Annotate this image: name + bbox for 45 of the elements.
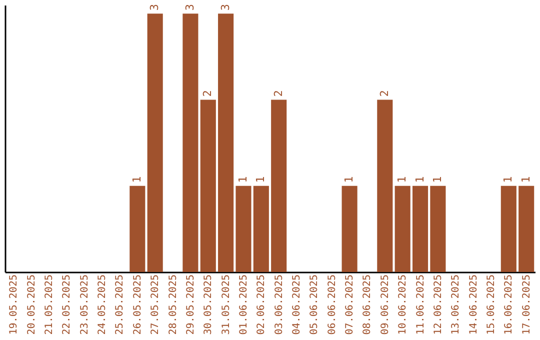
x-tick-label: 31.05.2025 bbox=[220, 274, 232, 335]
data-label: 3 bbox=[218, 4, 232, 11]
x-tick-label: 30.05.2025 bbox=[203, 274, 214, 335]
x-tick-label: 25.05.2025 bbox=[114, 274, 126, 335]
data-label: 2 bbox=[201, 90, 214, 97]
x-tick-label: 16.06.2025 bbox=[504, 274, 515, 335]
data-label: 3 bbox=[148, 4, 162, 11]
data-label: 2 bbox=[378, 90, 391, 97]
data-label: 1 bbox=[430, 176, 444, 183]
x-tick-label: 13.06.2025 bbox=[450, 274, 462, 335]
data-label: 3 bbox=[183, 4, 196, 11]
x-tick-label: 14.06.2025 bbox=[468, 274, 480, 335]
x-tick-label: 05.06.2025 bbox=[309, 274, 320, 335]
x-tick-label: 03.06.2025 bbox=[274, 274, 285, 335]
data-label: 1 bbox=[130, 176, 144, 183]
x-tick-label: 22.05.2025 bbox=[62, 274, 73, 335]
x-tick-label: 01.06.2025 bbox=[238, 274, 250, 335]
data-label: 1 bbox=[396, 176, 409, 183]
x-tick-label: 09.06.2025 bbox=[380, 274, 391, 335]
x-tick-label: 28.05.2025 bbox=[168, 274, 179, 335]
x-tick-label: 02.06.2025 bbox=[256, 274, 268, 335]
x-tick-label: 12.06.2025 bbox=[432, 274, 444, 335]
x-tick-label: 11.06.2025 bbox=[415, 274, 426, 335]
x-tick-label: 29.05.2025 bbox=[185, 274, 196, 335]
x-tick-label: 27.05.2025 bbox=[150, 274, 162, 335]
x-tick-label: 15.06.2025 bbox=[486, 274, 497, 335]
x-tick-label: 06.06.2025 bbox=[326, 274, 338, 335]
x-tick-label: 26.05.2025 bbox=[132, 274, 144, 335]
x-tick-label: 17.06.2025 bbox=[521, 274, 532, 335]
x-tick-label: 24.05.2025 bbox=[97, 274, 108, 335]
x-tick-label: 20.05.2025 bbox=[26, 274, 38, 335]
data-label: 1 bbox=[519, 176, 532, 183]
x-tick-label: 23.05.2025 bbox=[79, 274, 90, 335]
data-label: 1 bbox=[502, 176, 515, 183]
x-tick-label: 08.06.2025 bbox=[362, 274, 374, 335]
x-tick-label: 21.05.2025 bbox=[44, 274, 56, 335]
x-tick-label: 19.05.2025 bbox=[8, 274, 20, 335]
data-label: 1 bbox=[342, 176, 356, 183]
x-tick-label: 04.06.2025 bbox=[292, 274, 303, 335]
data-label: 1 bbox=[413, 176, 426, 183]
x-tick-label: 10.06.2025 bbox=[398, 274, 409, 335]
data-label: 1 bbox=[254, 176, 268, 183]
x-tick-label: 07.06.2025 bbox=[344, 274, 356, 335]
data-label: 2 bbox=[272, 90, 285, 97]
data-label: 1 bbox=[236, 176, 250, 183]
